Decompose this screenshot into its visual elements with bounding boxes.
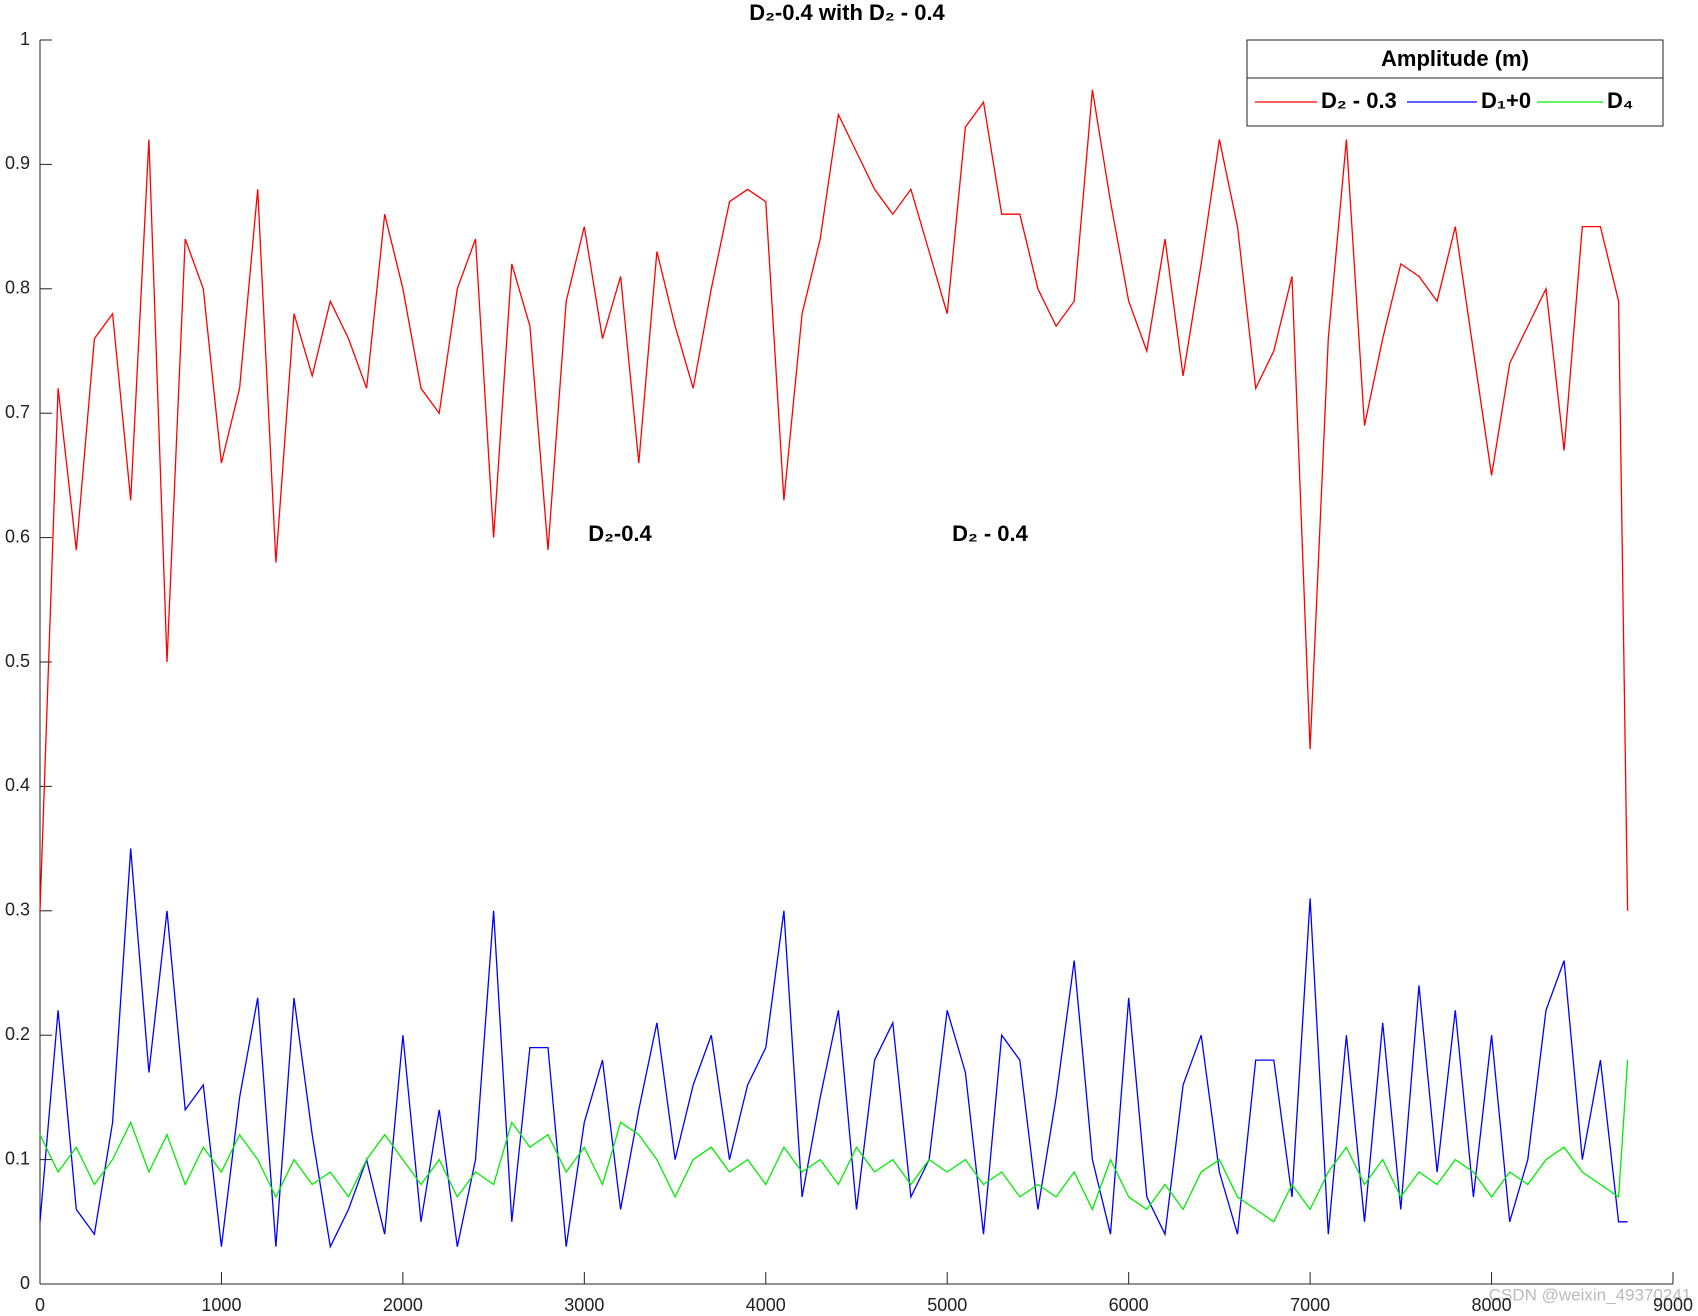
x-tick-label: 6000 (1109, 1295, 1149, 1315)
plot-area (40, 40, 1673, 1284)
x-tick-label: 2000 (383, 1295, 423, 1315)
x-tick-label: 4000 (746, 1295, 786, 1315)
legend-title: Amplitude (m) (1381, 46, 1529, 71)
x-tick-label: 5000 (927, 1295, 967, 1315)
x-tick-label: 1000 (201, 1295, 241, 1315)
x-tick-label: 7000 (1290, 1295, 1330, 1315)
chart-title: D₂-0.4 with D₂ - 0.4 (749, 0, 945, 25)
legend-box (1246, 39, 1664, 127)
x-tick-label: 3000 (564, 1295, 604, 1315)
y-tick-label: 0.8 (5, 278, 30, 298)
annotation: D₂ - 0.4 (952, 521, 1029, 546)
watermark: CSDN @weixin_49370241 (1489, 1285, 1691, 1304)
y-tick-label: 0.6 (5, 526, 30, 546)
legend-label: D₂ - 0.3 (1321, 88, 1397, 113)
y-tick-label: 0.2 (5, 1024, 30, 1044)
x-tick-label: 8000 (1472, 1295, 1512, 1315)
y-tick-label: 1 (20, 29, 30, 49)
series-line (39, 848, 1628, 1249)
y-tick-label: 0.9 (5, 153, 30, 173)
y-tick-label: 0.5 (5, 651, 30, 671)
series-line (39, 89, 1629, 911)
legend-label: D₁+0 (1481, 88, 1531, 113)
x-tick-label: 9000 (1653, 1295, 1693, 1315)
y-tick-label: 0.3 (5, 900, 30, 920)
annotation: D₂-0.4 (588, 521, 652, 546)
y-tick-label: 0 (20, 1273, 30, 1293)
legend-label: D₄ (1607, 88, 1633, 113)
series-line (39, 1060, 1629, 1223)
x-tick-label: 0 (35, 1295, 45, 1315)
y-tick-label: 0.7 (5, 402, 30, 422)
y-tick-label: 0.1 (5, 1148, 30, 1168)
y-tick-label: 0.4 (5, 775, 30, 795)
